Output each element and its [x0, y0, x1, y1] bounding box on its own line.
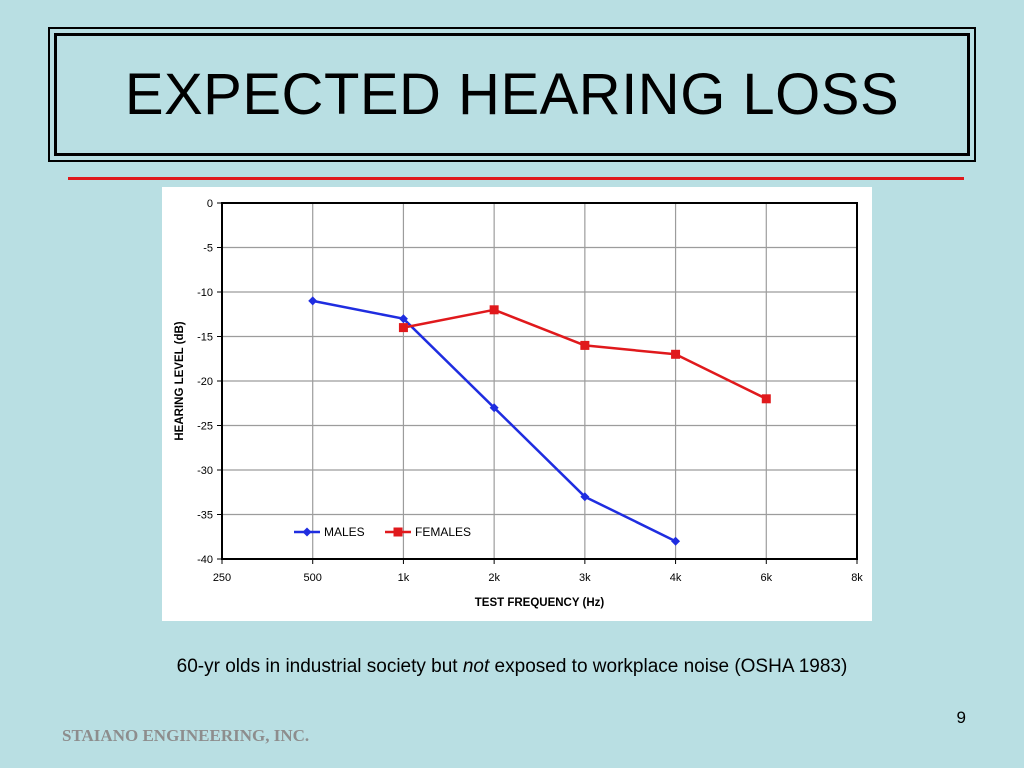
plot-frame [221, 202, 858, 560]
slide-caption: 60-yr olds in industrial society but not… [0, 656, 1024, 678]
title-frame: EXPECTED HEARING LOSS [54, 33, 970, 156]
caption-text-start: 60-yr olds in industrial society but [176, 656, 463, 677]
x-tick-label: 4k [670, 572, 682, 584]
data-point-males [308, 296, 318, 306]
x-tick-label: 3k [579, 572, 591, 584]
data-point-males [671, 536, 681, 546]
y-tick-label: -10 [197, 287, 213, 299]
y-tick-label: -35 [197, 510, 213, 522]
y-tick-label: -25 [197, 421, 213, 433]
legend-label-males: MALES [324, 525, 365, 539]
title-divider [68, 177, 964, 180]
title-box: EXPECTED HEARING LOSS [48, 27, 976, 162]
x-tick-label: 8k [851, 572, 863, 584]
y-tick-label: -15 [197, 332, 213, 344]
legend-marker-females [393, 527, 403, 537]
y-axis-label: HEARING LEVEL (dB) [174, 321, 186, 440]
caption-emphasis: not [462, 656, 490, 677]
data-point-females [671, 349, 681, 359]
data-point-females [398, 323, 408, 333]
y-tick-label: -20 [197, 376, 213, 388]
legend-marker-males [302, 527, 312, 537]
y-tick-label: 0 [207, 198, 213, 210]
data-point-males [398, 314, 408, 324]
data-point-females [761, 394, 771, 404]
x-tick-label: 2k [488, 572, 500, 584]
x-axis-label: TEST FREQUENCY (Hz) [475, 597, 605, 609]
x-tick-label: 6k [760, 572, 772, 584]
data-point-females [580, 340, 590, 350]
chart-panel: 0 -5 -10 -15 -20 -25 -30 -35 -40 250 500 1k 2k 3k 4k 6k… [162, 187, 872, 621]
page-number: 9 [956, 708, 966, 727]
x-tick-label: 500 [304, 572, 322, 584]
data-point-males [489, 403, 499, 413]
y-tick-label: -5 [203, 243, 213, 255]
x-tick-label: 250 [213, 572, 231, 584]
legend-label-females: FEMALES [415, 525, 471, 539]
data-point-males [580, 492, 590, 502]
y-tick-label: -40 [197, 554, 213, 566]
footer-company-name: STAIANO ENGINEERING, INC. [62, 726, 310, 745]
caption-text-end: exposed to workplace noise (OSHA 1983) [489, 656, 848, 677]
slide-title: EXPECTED HEARING LOSS [124, 62, 900, 127]
data-point-females [489, 305, 499, 315]
x-tick-label: 1k [398, 572, 410, 584]
y-tick-label: -30 [197, 465, 213, 477]
